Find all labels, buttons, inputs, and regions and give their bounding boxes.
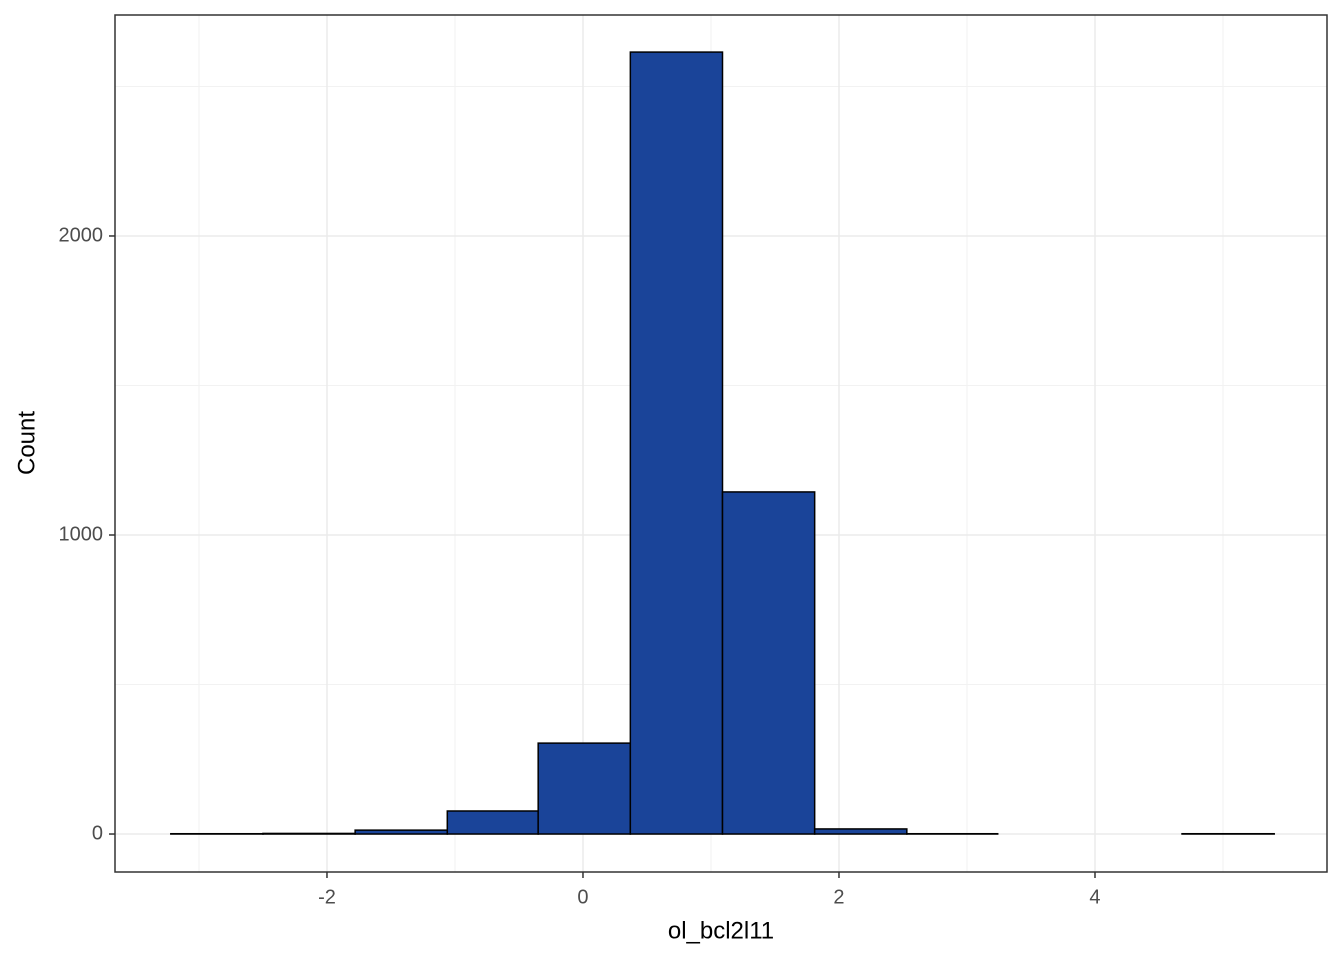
bar [447,811,538,834]
x-axis-title: ol_bcl2l11 [668,917,774,944]
bar [538,743,630,834]
y-tick-label: 2000 [59,224,104,246]
bar [263,833,355,834]
bar [723,492,815,834]
bar [355,830,447,834]
y-axis-title: Count [13,411,40,475]
x-tick-label: -2 [318,886,336,908]
bar [815,829,907,834]
y-tick-label: 1000 [59,523,104,545]
bar [630,52,722,834]
y-tick-label: 0 [92,822,103,844]
x-tick-label: 4 [1089,886,1100,908]
x-tick-label: 0 [577,886,588,908]
x-tick-label: 2 [833,886,844,908]
